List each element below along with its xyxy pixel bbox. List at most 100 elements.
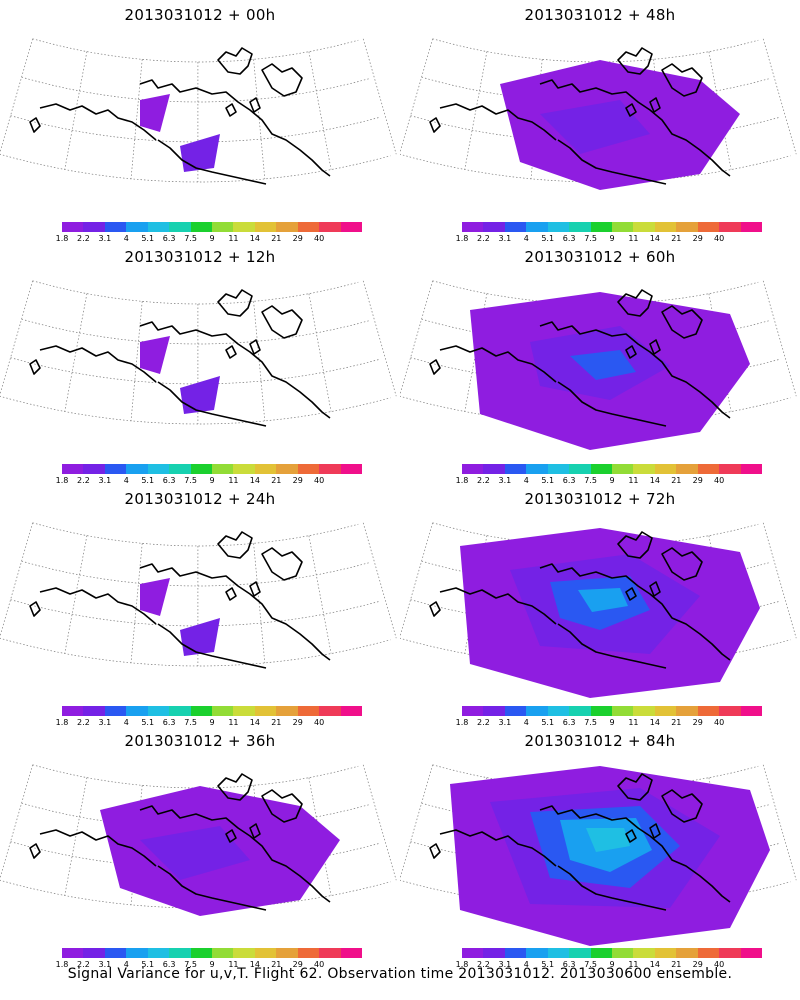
colorbar-label: 29: [292, 718, 303, 727]
colorbar-label: 3.1: [98, 476, 112, 485]
colorbar-swatch: [83, 464, 106, 474]
colorbar-label: 9: [609, 234, 615, 243]
colorbar: 1.8 2.2 3.1 4 5.1 6.3 7.5 9 11 14 21 29 40: [56, 706, 363, 728]
colorbar-label: 6.3: [162, 234, 176, 243]
colorbar: 1.8 2.2 3.1 4 5.1 6.3 7.5 9 11 14 21 29 40: [56, 948, 363, 970]
colorbar-label: 40: [714, 476, 725, 485]
colorbar-swatch: [526, 222, 549, 232]
colorbar-label: 14: [649, 960, 660, 969]
colorbar-label: 9: [609, 718, 615, 727]
colorbar-swatch: [504, 706, 527, 716]
colorbar-label: 21: [671, 234, 682, 243]
colorbar-swatch: [483, 948, 506, 958]
colorbar-swatch: [297, 948, 320, 958]
colorbar-label: 7.5: [584, 476, 597, 485]
colorbar-swatch: [147, 222, 170, 232]
colorbar-swatch: [462, 222, 484, 232]
colorbar-swatch: [169, 706, 192, 716]
colorbar-label: 21: [671, 960, 682, 969]
colorbar-label: 2.2: [77, 718, 90, 727]
colorbar-label: 29: [692, 960, 703, 969]
panel-title: 2013031012 + 72h: [524, 490, 676, 508]
colorbar-swatch: [697, 948, 720, 958]
map-panel: 2013031012 + 12h 1.8 2.2 3.1 4 5.1 6.3 7.5 9 11 14…: [0, 242, 400, 485]
colorbar-label: 9: [209, 718, 215, 727]
colorbar-label: 2.2: [477, 234, 490, 243]
colorbar-label: 6.3: [162, 960, 176, 969]
colorbar-label: 2.2: [77, 960, 90, 969]
colorbar-label: 1.8: [55, 234, 69, 243]
colorbar-swatch: [83, 706, 106, 716]
colorbar-label: 21: [271, 234, 282, 243]
colorbar-swatch: [62, 706, 84, 716]
colorbar-label: 29: [692, 476, 703, 485]
coastline: [29, 773, 331, 911]
colorbar-label: 11: [628, 476, 639, 485]
colorbar-swatch: [590, 706, 613, 716]
variance-field: [460, 528, 760, 698]
colorbar-swatch: [633, 948, 656, 958]
colorbar-swatch: [104, 464, 127, 474]
colorbar-label: 40: [714, 234, 725, 243]
colorbar-label: 7.5: [584, 960, 597, 969]
colorbar-label: 29: [292, 960, 303, 969]
colorbar-label: 2.2: [77, 234, 90, 243]
variance-field: [140, 578, 220, 656]
colorbar-swatch: [590, 464, 613, 474]
colorbar-swatch: [340, 464, 363, 474]
colorbar-swatch: [190, 948, 213, 958]
panel-title: 2013031012 + 00h: [124, 6, 276, 24]
colorbar-label: 7.5: [184, 476, 197, 485]
colorbar-swatch: [104, 222, 127, 232]
colorbar-swatch: [590, 222, 613, 232]
colorbar-label: 4: [523, 234, 529, 243]
colorbar-label: 3.1: [98, 960, 112, 969]
panel-title: 2013031012 + 60h: [524, 248, 676, 266]
colorbar-label: 6.3: [562, 234, 576, 243]
colorbar-label: 7.5: [184, 718, 197, 727]
colorbar-swatch: [676, 222, 699, 232]
coastline: [429, 531, 731, 669]
colorbar-label: 5.1: [141, 718, 155, 727]
colorbar-swatch: [526, 464, 549, 474]
colorbar-swatch: [190, 222, 213, 232]
colorbar-swatch: [504, 222, 527, 232]
colorbar-label: 7.5: [584, 718, 597, 727]
polar-projection-map: [0, 280, 397, 427]
colorbar-swatch: [483, 464, 506, 474]
colorbar-swatch: [169, 948, 192, 958]
coastline: [429, 289, 731, 427]
colorbar-label: 11: [628, 718, 639, 727]
colorbar-swatch: [254, 948, 277, 958]
colorbar-swatch: [612, 222, 634, 232]
figure-caption: Signal Variance for u,v,T. Flight 62. Ob…: [67, 966, 733, 982]
colorbar-label: 4: [123, 476, 129, 485]
variance-field: [450, 766, 770, 946]
colorbar-label: 6.3: [562, 476, 576, 485]
colorbar-swatch: [483, 222, 506, 232]
colorbar-swatch: [254, 464, 277, 474]
colorbar-swatch: [190, 464, 213, 474]
colorbar-label: 21: [671, 718, 682, 727]
variance-field: [140, 94, 220, 172]
colorbar-label: 40: [314, 476, 325, 485]
colorbar-swatch: [212, 948, 234, 958]
colorbar-swatch: [676, 706, 699, 716]
colorbar-swatch: [569, 948, 592, 958]
colorbar-swatch: [676, 948, 699, 958]
colorbar-label: 11: [228, 960, 239, 969]
colorbar-swatch: [504, 948, 527, 958]
coastline: [29, 531, 331, 669]
colorbar-label: 40: [314, 718, 325, 727]
colorbar-label: 3.1: [98, 234, 112, 243]
map-panel: 2013031012 + 24h 1.8 2.2 3.1 4 5.1 6.3 7.5 9 11 14…: [0, 484, 400, 728]
colorbar-label: 40: [314, 960, 325, 969]
colorbar-swatch: [276, 222, 299, 232]
colorbar-swatch: [697, 464, 720, 474]
colorbar-swatch: [254, 706, 277, 716]
colorbar-label: 5.1: [541, 476, 555, 485]
colorbar-swatch: [526, 948, 549, 958]
variance-field: [140, 336, 220, 414]
colorbar-label: 5.1: [141, 476, 155, 485]
